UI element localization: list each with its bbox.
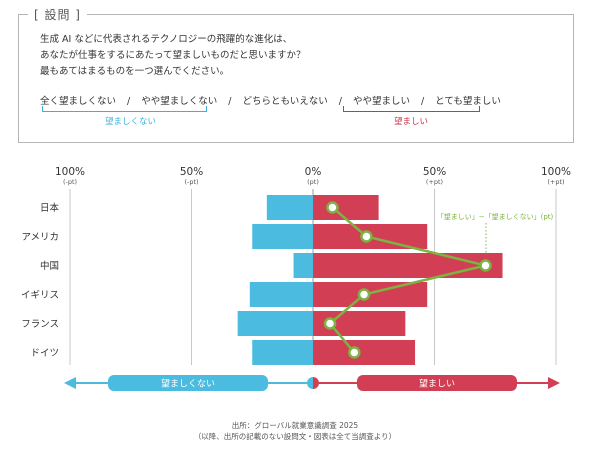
tick-label: 50% [423, 166, 446, 178]
tick-label: 0% [305, 166, 322, 178]
difference-point [323, 317, 337, 330]
tick-label: 100% [55, 166, 85, 178]
bar-negative [293, 253, 313, 278]
bar-negative [266, 195, 313, 220]
answer-scale: 全く望ましくない / やや望ましくない / どちらともいえない / やや望ましい / とても望ま… [40, 93, 501, 107]
bar-positive [313, 340, 416, 365]
arrow-center-positive [313, 377, 319, 389]
scale-separator: / [228, 96, 232, 107]
tick-sublabel: (+pt) [547, 178, 564, 186]
question-tag: [ 設問 ] [28, 6, 87, 23]
question-line: 最もあてはまるものを一つ選んでください。 [40, 66, 230, 77]
scale-option: やや望ましい [352, 96, 410, 107]
bar-negative [252, 340, 313, 365]
difference-point [326, 201, 339, 214]
arrow-head-negative [64, 377, 76, 389]
arrow-center-negative [307, 377, 313, 389]
tick-sublabel: (-pt) [184, 178, 198, 186]
category-label: ドイツ [30, 348, 59, 359]
annotation-label: 「望ましい」−「望ましくない」(pt) [437, 212, 554, 221]
difference-line [328, 206, 486, 354]
arrow-pill-negative [108, 375, 268, 391]
arrow-label-positive: 望ましい [419, 378, 455, 390]
tick-label: 100% [541, 166, 571, 178]
bar-negative [252, 224, 313, 249]
category-label: フランス [21, 319, 59, 330]
negative-group-label: 望ましくない [105, 117, 157, 127]
scale-separator: / [420, 96, 425, 107]
category-label: イギリス [21, 290, 59, 301]
question-box [18, 14, 574, 143]
arrow-head-positive [548, 377, 560, 389]
difference-point [357, 288, 371, 301]
category-label: 日本 [40, 202, 60, 214]
positive-group-bracket [343, 106, 480, 112]
arrow-pill-positive [357, 375, 517, 391]
positive-group-label: 望ましい [394, 117, 429, 127]
bar-positive [313, 253, 503, 278]
scale-separator: / [338, 96, 342, 107]
scale-option: どちらともいえない [242, 96, 328, 107]
source-note: （以降、出所の記載のない設問文・図表は全て当調査より） [193, 432, 397, 441]
question-text: 生成 AI などに代表されるテクノロジーの飛躍的な進化は、 あなたが仕事をするに… [40, 32, 306, 80]
scale-option: やや望ましくない [141, 96, 218, 107]
question-line: あなたが仕事をするにあたって望ましいものだと思いますか？ [40, 50, 306, 61]
scale-option: 全く望ましくない [40, 96, 117, 107]
question-line: 生成 AI などに代表されるテクノロジーの飛躍的な進化は、 [40, 34, 293, 45]
category-label: 中国 [40, 260, 59, 272]
tick-sublabel: (pt) [307, 178, 319, 186]
tick-sublabel: (+pt) [426, 178, 443, 186]
source-line: 出所：グローバル就業意識調査 2025 [231, 421, 359, 430]
scale-option: とても望ましい [435, 96, 501, 107]
difference-point [360, 230, 373, 243]
difference-point [479, 259, 492, 272]
arrow-label-negative: 望ましくない [161, 378, 215, 390]
negative-group-bracket [42, 106, 207, 112]
category-label: アメリカ [21, 232, 59, 243]
difference-point [348, 346, 361, 359]
bar-negative [237, 311, 313, 336]
bar-negative [249, 282, 313, 307]
tick-sublabel: (-pt) [63, 178, 77, 186]
tick-label: 50% [180, 166, 203, 178]
bar-positive [313, 195, 379, 220]
scale-separator: / [127, 96, 131, 107]
